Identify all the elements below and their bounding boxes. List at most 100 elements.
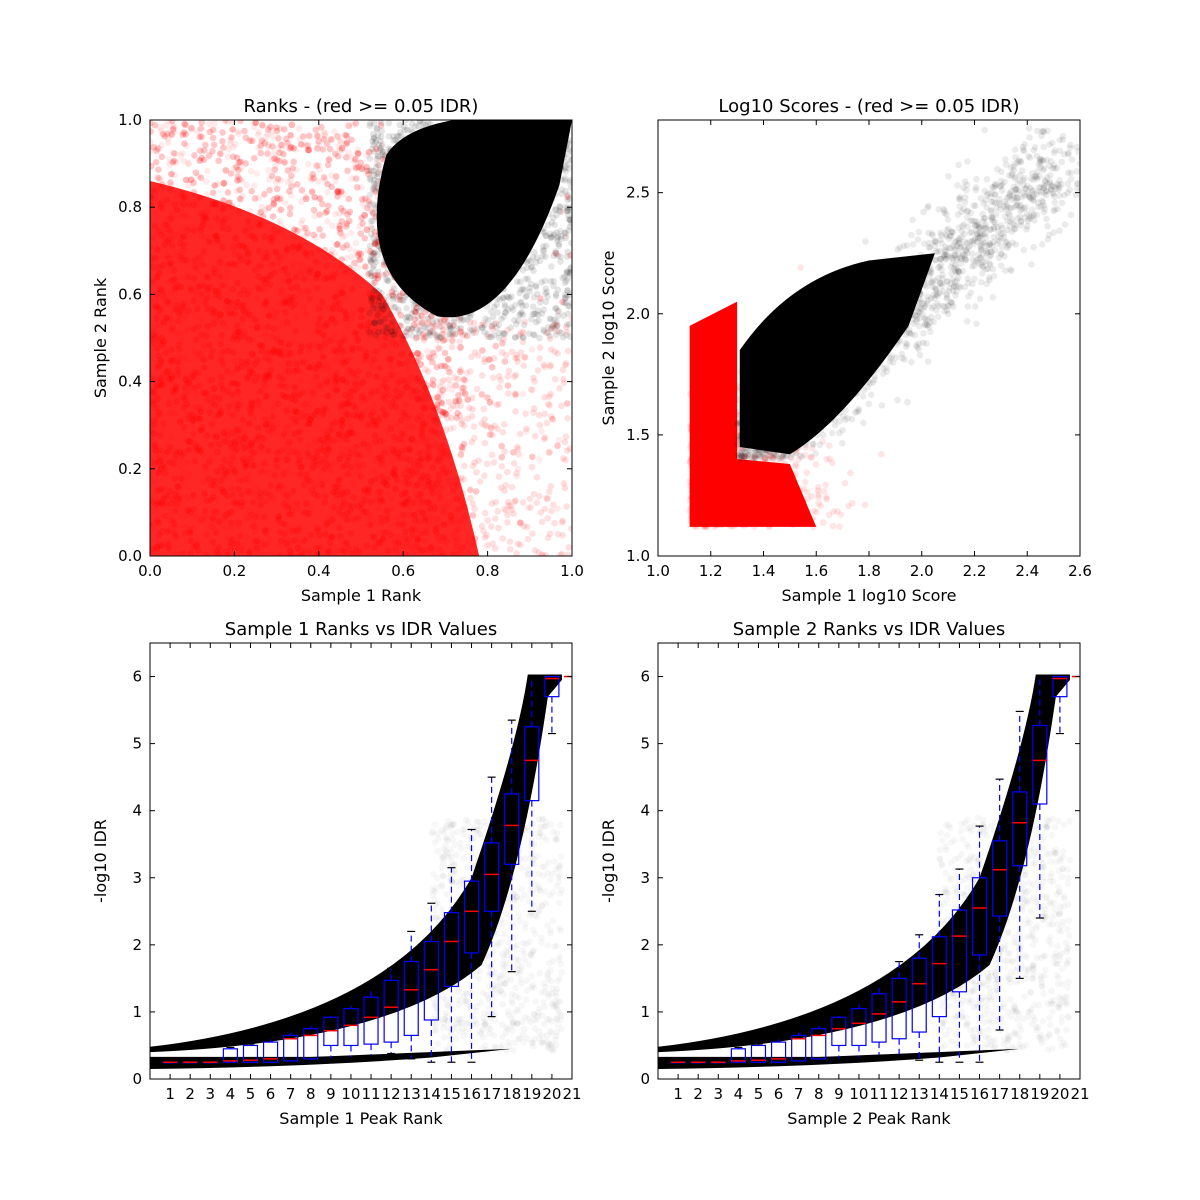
point — [273, 194, 281, 202]
point — [472, 488, 480, 495]
point — [360, 164, 367, 171]
point — [235, 128, 242, 136]
point — [390, 282, 397, 290]
point — [241, 127, 248, 135]
point — [308, 188, 316, 195]
point — [257, 149, 265, 157]
point — [429, 381, 437, 388]
point — [355, 249, 363, 257]
point — [166, 161, 173, 169]
point — [372, 241, 380, 248]
point — [215, 157, 222, 165]
point — [425, 353, 433, 361]
point — [293, 181, 301, 188]
point — [365, 148, 373, 156]
point — [429, 382, 437, 390]
point — [343, 132, 351, 140]
point — [257, 142, 265, 149]
point — [450, 424, 458, 432]
point — [347, 253, 355, 261]
point — [169, 126, 177, 133]
point — [429, 358, 436, 366]
point — [348, 175, 356, 182]
point — [274, 145, 282, 152]
point — [211, 182, 219, 189]
point — [344, 211, 351, 218]
point — [287, 143, 295, 151]
point — [514, 465, 522, 472]
point — [352, 175, 360, 182]
point — [182, 121, 189, 129]
point — [354, 251, 362, 259]
point — [372, 228, 379, 236]
point — [435, 397, 443, 405]
point — [198, 133, 205, 140]
point — [255, 131, 262, 138]
point — [238, 165, 245, 173]
point — [153, 147, 160, 155]
point — [246, 137, 254, 145]
point — [270, 196, 278, 203]
point — [456, 325, 464, 333]
point — [278, 145, 286, 153]
point — [440, 316, 448, 324]
point — [238, 177, 246, 184]
point — [304, 142, 311, 149]
point — [528, 387, 536, 394]
point — [320, 174, 328, 181]
point — [273, 185, 281, 193]
point — [492, 342, 499, 350]
point — [196, 157, 204, 164]
point — [340, 207, 347, 215]
point — [410, 321, 418, 329]
point — [202, 141, 209, 149]
point — [157, 127, 165, 135]
point — [364, 247, 371, 254]
point — [444, 355, 452, 363]
point — [280, 126, 288, 133]
point — [277, 177, 285, 184]
point — [358, 214, 365, 222]
point — [499, 339, 506, 347]
point — [518, 328, 526, 336]
point — [371, 279, 379, 286]
point — [318, 200, 326, 208]
point — [553, 250, 560, 257]
point — [288, 121, 296, 129]
point — [331, 210, 339, 218]
point — [377, 122, 385, 129]
point — [442, 326, 449, 334]
point — [273, 124, 280, 131]
point — [217, 150, 224, 158]
point — [336, 225, 343, 232]
point — [182, 130, 189, 138]
point — [305, 146, 312, 154]
point — [216, 150, 224, 157]
point — [236, 186, 244, 194]
point — [352, 175, 360, 182]
point — [227, 140, 234, 148]
point — [264, 130, 271, 138]
point — [418, 312, 425, 320]
point — [309, 170, 317, 178]
point — [343, 154, 350, 161]
point — [270, 199, 278, 207]
point — [427, 380, 435, 388]
point — [336, 137, 344, 144]
point — [412, 308, 419, 316]
point — [257, 149, 265, 157]
point — [229, 126, 237, 133]
point — [220, 180, 228, 187]
point — [202, 178, 210, 185]
point — [247, 167, 255, 175]
point — [442, 385, 450, 392]
point — [363, 204, 371, 212]
point — [314, 132, 321, 140]
point — [258, 203, 266, 211]
point — [289, 165, 297, 172]
point — [162, 122, 170, 129]
point — [276, 125, 284, 132]
point — [359, 200, 367, 208]
point — [324, 202, 332, 210]
point — [233, 187, 241, 195]
